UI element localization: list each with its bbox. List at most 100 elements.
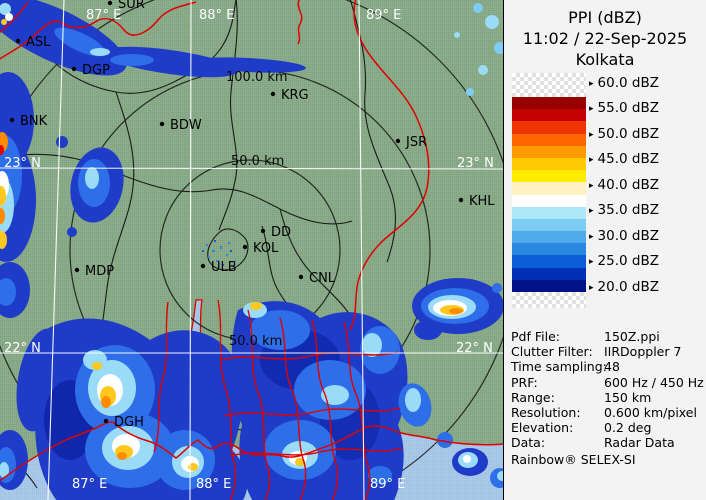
- grid-label: 88° E: [199, 8, 234, 23]
- legend-arrow-icon: ▸: [589, 257, 594, 268]
- dbz-color-band: [512, 243, 586, 256]
- range-ring-label: 100.0 km: [226, 70, 288, 85]
- station-dot: [270, 91, 276, 97]
- station-dot: [260, 228, 266, 234]
- grid-label: 89° E: [366, 8, 401, 23]
- product-datetime: 11:02 / 22-Sep-2025: [522, 29, 688, 48]
- info-label: PRF:: [511, 374, 538, 390]
- legend-label-text: 30.0 dBZ: [597, 227, 659, 244]
- legend-label-text: 40.0 dBZ: [597, 176, 659, 193]
- dbz-legend-label: ▸ 20.0 dBZ: [589, 279, 659, 295]
- station-label: ULB: [211, 260, 237, 275]
- info-row: Time sampling: 48: [511, 359, 706, 374]
- station-label: KOL: [253, 241, 279, 256]
- corner-red-line: [0, 1, 29, 34]
- station-label: BDW: [170, 118, 202, 133]
- info-value: 600 Hz / 450 Hz: [604, 374, 704, 390]
- radar-map: 87° E 88° E 89° E 87° E 88° E 89° E 23° N 23° N…: [0, 0, 519, 500]
- dbz-legend-label: ▸ 55.0 dBZ: [589, 100, 659, 116]
- station-dot: [107, 0, 113, 6]
- dbz-legend-label: ▸ 25.0 dBZ: [589, 253, 659, 269]
- station-label: CNL: [309, 271, 336, 286]
- station-dot: [298, 274, 304, 280]
- red-borders-rivers: [0, 0, 506, 500]
- dbz-color-band: [512, 133, 586, 146]
- product-title: PPI (dBZ): [568, 8, 642, 27]
- legend-arrow-icon: ▸: [589, 155, 594, 166]
- dbz-color-band: [512, 194, 586, 207]
- legend-arrow-icon: ▸: [589, 231, 594, 242]
- legend-arrow-icon: ▸: [589, 79, 594, 89]
- legend-arrow-icon: ▸: [589, 180, 594, 191]
- echo-clutter-kolkata: [202, 240, 236, 266]
- grid-label: 22° N: [4, 341, 41, 356]
- dbz-color-band: [512, 145, 586, 158]
- river-north-central: [297, 0, 303, 45]
- station-label: SUR: [118, 0, 145, 12]
- dbz-color-band: [512, 267, 586, 280]
- dbz-color-band: [512, 170, 586, 183]
- legend-arrow-icon: ▸: [589, 104, 594, 115]
- station-label: ASL: [26, 35, 51, 50]
- grid-label: 87° E: [72, 477, 107, 492]
- dbz-color-band: [512, 121, 586, 134]
- grid-label: 88° E: [196, 477, 231, 492]
- info-row: PRF: 600 Hz / 450 Hz: [511, 375, 706, 390]
- info-row: Clutter Filter: IIRDoppler 7: [511, 344, 706, 359]
- dbz-color-band: [512, 157, 586, 171]
- info-label: Elevation:: [511, 420, 574, 436]
- international-border: [349, 0, 430, 331]
- grid-lines: [0, 0, 504, 500]
- dbz-legend-label: ▸ 40.0 dBZ: [589, 177, 659, 193]
- station-dot: [242, 244, 248, 250]
- sundarbans-channels: [153, 299, 403, 500]
- echo-midleft-cluster: [56, 136, 124, 237]
- station-dot: [71, 66, 77, 72]
- dbz-legend-label: ▸ 45.0 dBZ: [589, 151, 659, 167]
- info-label: Data:: [511, 435, 546, 451]
- station-dot: [15, 38, 21, 44]
- station-dot: [159, 121, 165, 127]
- station-dot: [458, 197, 464, 203]
- dbz-color-band: [512, 218, 586, 232]
- info-label: Pdf File:: [511, 329, 560, 344]
- legend-label-text: 50.0 dBZ: [597, 125, 659, 142]
- legend-label-text: 35.0 dBZ: [597, 202, 659, 219]
- panel-header: PPI (dBZ) 11:02 / 22-Sep-2025 Kolkata: [504, 7, 706, 70]
- info-label: Time sampling:: [511, 359, 607, 375]
- dbz-color-band: [512, 206, 586, 219]
- station-dot: [200, 263, 206, 269]
- info-row: Range: 150 km: [511, 390, 706, 405]
- dbz-legend-label: ▸ 60.0 dBZ: [589, 75, 659, 91]
- scan-info-table: Pdf File: 150Z.ppi Clutter Filter: IIRDoppl…: [511, 329, 706, 451]
- info-row: Pdf File: 150Z.ppi: [511, 329, 706, 344]
- dbz-legend-label: ▸ 50.0 dBZ: [589, 126, 659, 142]
- dbz-color-band: [512, 231, 586, 244]
- info-row: Data: Radar Data: [511, 435, 706, 450]
- info-value: 150Z.ppi: [604, 329, 660, 344]
- radar-map-svg: 87° E 88° E 89° E 87° E 88° E 89° E 23° N 23° N…: [0, 0, 519, 500]
- station-dot: [103, 418, 109, 424]
- info-value: IIRDoppler 7: [604, 344, 682, 360]
- dbz-color-band: [512, 73, 586, 97]
- map-labels: 87° E 88° E 89° E 87° E 88° E 89° E 23° N 23° N…: [4, 0, 495, 492]
- echo-east-cluster: [412, 278, 504, 340]
- station-label: DGH: [114, 415, 144, 430]
- station-dot: [74, 267, 80, 273]
- grid-label: 23° N: [457, 156, 494, 171]
- station-name: Kolkata: [575, 50, 635, 69]
- coastline: [0, 421, 506, 482]
- legend-label-text: 45.0 dBZ: [597, 151, 659, 168]
- software-brand: Rainbow® SELEX-SI: [511, 452, 636, 467]
- dbz-colorbar: [512, 73, 586, 308]
- dbz-color-band: [512, 97, 586, 110]
- info-row: Elevation: 0.2 deg: [511, 420, 706, 435]
- echo-west-edge: [0, 72, 36, 318]
- station-label: BNK: [20, 114, 48, 129]
- info-value: 0.2 deg: [604, 420, 652, 436]
- station-label: KHL: [469, 194, 495, 209]
- meridian-87E: [47, 0, 65, 500]
- info-label: Range:: [511, 389, 555, 405]
- legend-arrow-icon: ▸: [589, 129, 594, 140]
